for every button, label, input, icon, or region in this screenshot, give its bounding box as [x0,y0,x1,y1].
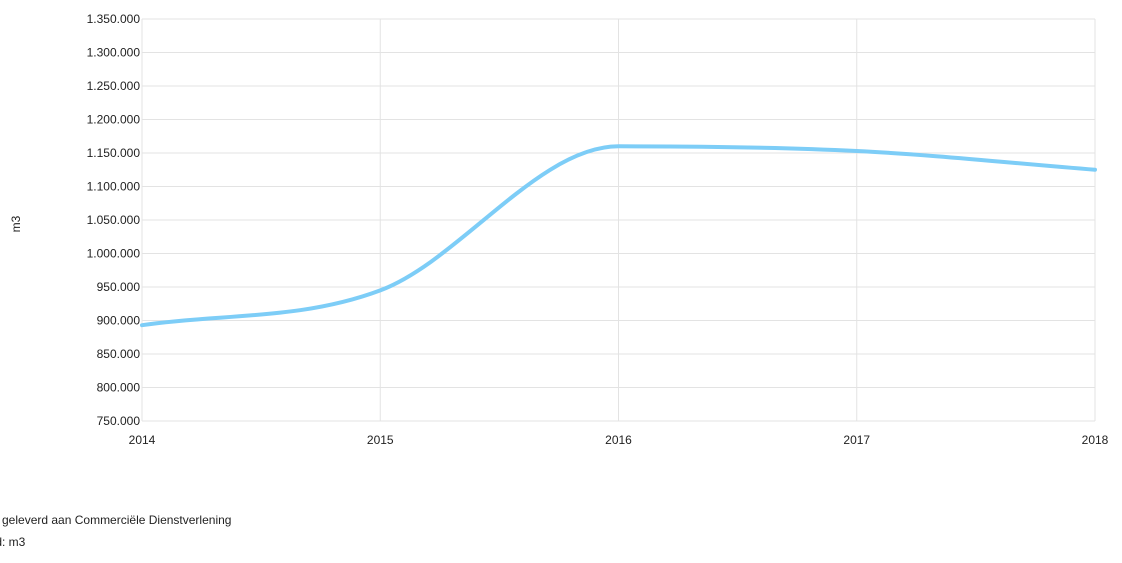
line-chart: 750.000 800.000 850.000 900.000 950.000 1.000… [87,12,1109,447]
y-tick-label: 1.300.000 [87,46,141,60]
y-tick-label: 750.000 [97,414,141,428]
x-tick-label: 2018 [1082,433,1109,447]
y-tick-label: 1.250.000 [87,79,141,93]
y-tick-label: 800.000 [97,381,141,395]
x-tick-label: 2014 [129,433,156,447]
y-tick-label: 1.350.000 [87,12,141,26]
y-tick-label: 950.000 [97,280,141,294]
x-tick-label: 2017 [843,433,870,447]
y-tick-label: 900.000 [97,314,141,328]
chart: 750.000 800.000 850.000 900.000 950.000 1.000… [9,12,1109,447]
y-tick-label: 1.200.000 [87,113,141,127]
series-line [140,144,1097,328]
x-tick-label: 2016 [605,433,632,447]
y-tick-label: 1.100.000 [87,180,141,194]
x-tick-label: 2015 [367,433,394,447]
chart-caption-title: as geleverd aan Commerciële Dienstverlen… [0,513,232,527]
y-tick-label: 1.000.000 [87,247,141,261]
y-tick-label: 1.050.000 [87,213,141,227]
y-tick-label: 850.000 [97,347,141,361]
chart-caption-unit: eid: m3 [0,535,26,549]
y-tick-label: 1.150.000 [87,146,141,160]
y-axis-label: m3 [9,215,23,233]
